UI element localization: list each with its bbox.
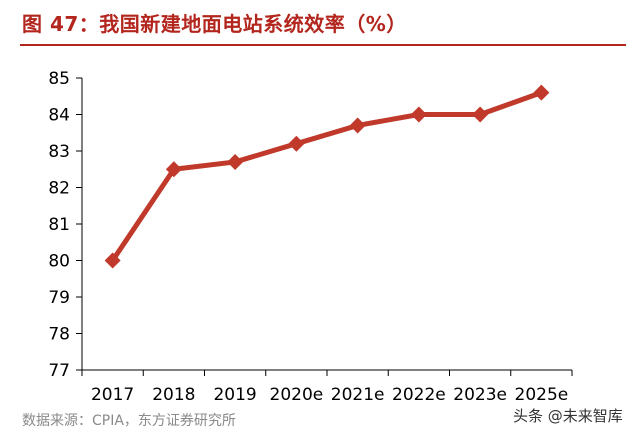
data-point-marker	[472, 106, 489, 123]
title-rule	[20, 44, 626, 46]
y-tick-label: 80	[48, 252, 70, 272]
y-tick-label: 84	[48, 106, 70, 126]
x-tick-label: 2022e	[392, 385, 446, 405]
data-point-marker	[165, 161, 182, 178]
data-point-marker	[227, 153, 244, 170]
data-point-marker	[410, 106, 427, 123]
source-note: 数据来源：CPIA，东方证券研究所	[22, 413, 236, 429]
series-group	[104, 84, 550, 269]
data-point-marker	[104, 252, 121, 269]
x-tick-labels: 2017 2018 2019 2020e 2021e 2022e 2023e 2025e	[91, 385, 568, 405]
chart-title: 图 47：我国新建地面电站系统效率（%）	[22, 12, 407, 36]
series-line	[110, 90, 543, 262]
data-point-marker	[533, 84, 550, 101]
x-tick-label: 2018	[152, 385, 195, 405]
y-tick-label: 79	[48, 288, 70, 308]
x-tick-label: 2019	[213, 385, 256, 405]
y-tick-label: 85	[48, 69, 70, 89]
y-tick-label: 78	[48, 325, 70, 345]
watermark-text: 头条 @未来智库	[513, 407, 623, 425]
y-tick-label: 77	[48, 361, 70, 381]
x-tick-label: 2017	[91, 385, 134, 405]
x-tick-label: 2020e	[270, 385, 324, 405]
x-tick-label: 2025e	[515, 385, 569, 405]
data-point-marker	[349, 117, 366, 134]
y-tick-label: 83	[48, 142, 70, 162]
y-tick-labels: 77 78 79 80 81 82 83 84 85	[48, 69, 70, 381]
data-point-marker	[288, 135, 305, 152]
chart-axes	[76, 77, 573, 376]
y-tick-label: 82	[48, 179, 70, 199]
x-tick-label: 2023e	[453, 385, 507, 405]
x-tick-label: 2021e	[331, 385, 385, 405]
y-tick-label: 81	[48, 215, 70, 235]
